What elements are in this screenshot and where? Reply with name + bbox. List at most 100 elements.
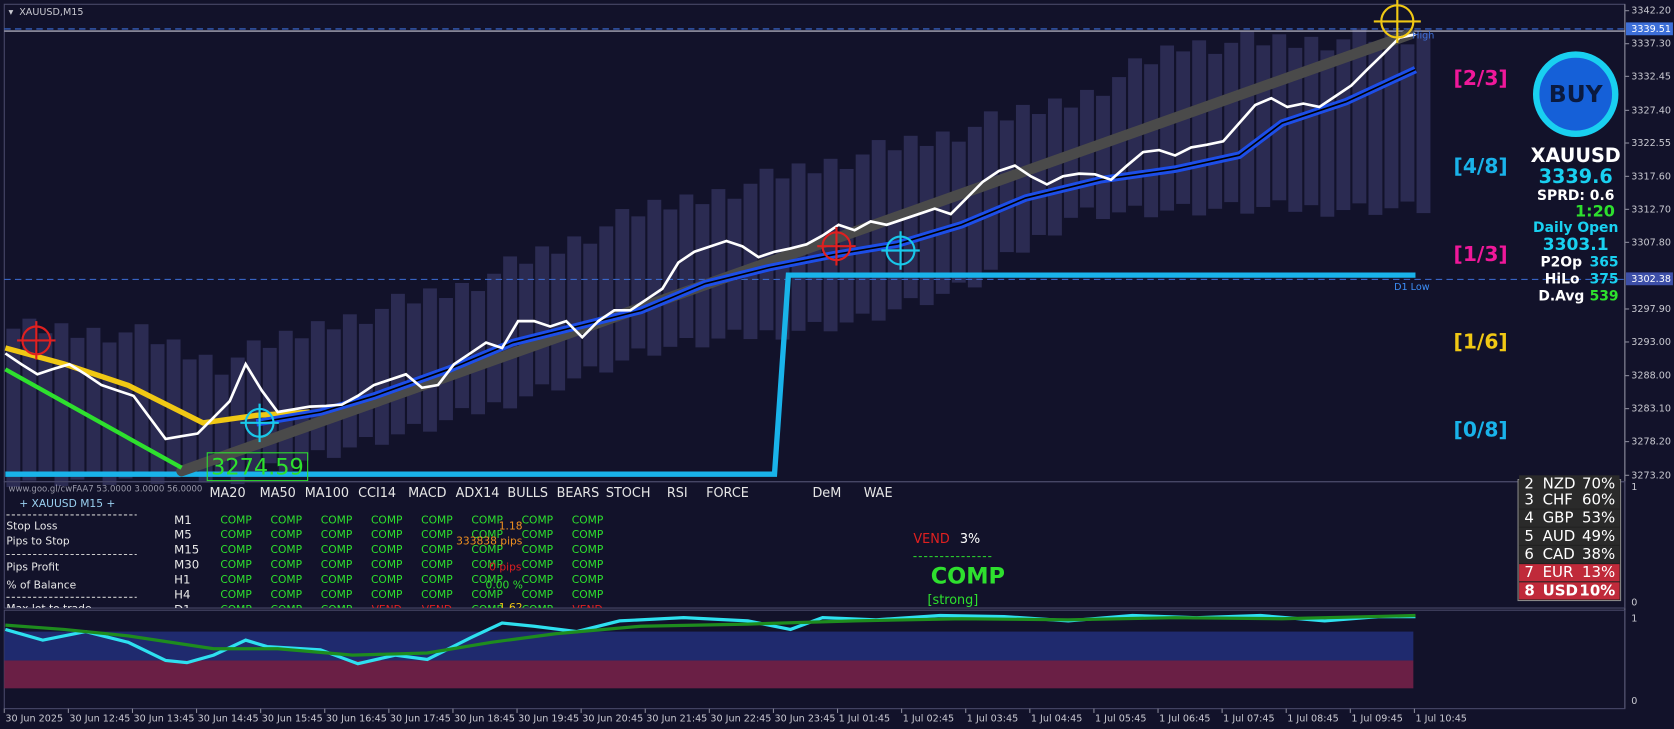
currency-pct: 49% bbox=[1582, 527, 1615, 545]
time-label: 1 Jul 07:45 bbox=[1223, 713, 1274, 724]
price-tag-label: 3302.38 bbox=[1631, 274, 1671, 285]
signal-cell: COMP bbox=[321, 543, 353, 556]
currency-code: NZD bbox=[1543, 474, 1576, 492]
signal-cell: COMP bbox=[271, 573, 303, 586]
timeframe-label: D1 bbox=[174, 603, 191, 617]
cloud-column bbox=[86, 327, 101, 474]
pips-to-stop: Pips to Stop bbox=[6, 535, 70, 548]
signal-cell: COMP bbox=[220, 588, 252, 601]
cloud-column bbox=[567, 236, 582, 379]
cloud-column bbox=[615, 209, 630, 361]
summary-signal: VEND bbox=[913, 532, 949, 547]
osc-slow bbox=[5, 613, 1416, 657]
indicator-header: RSI bbox=[667, 486, 688, 501]
cloud-column bbox=[1096, 95, 1110, 220]
fraction-label: [2/3] bbox=[1454, 66, 1508, 90]
signal-cell: COMP bbox=[522, 513, 554, 526]
currency-rank: 3 bbox=[1524, 490, 1534, 508]
info-p2op: 365 bbox=[1590, 254, 1619, 270]
signal-cell: COMP bbox=[572, 513, 604, 526]
max-lot: Max lot to trade bbox=[6, 602, 91, 615]
time-label: 30 Jun 21:45 bbox=[646, 713, 707, 724]
indicator-header: DeM bbox=[812, 486, 841, 501]
currency-code: USD bbox=[1543, 581, 1578, 599]
price-tick-label: 3278.20 bbox=[1631, 437, 1671, 448]
cloud-column bbox=[631, 216, 646, 349]
info-symbol: XAUUSD bbox=[1531, 144, 1621, 167]
info-davg-label: D.Avg bbox=[1538, 289, 1584, 305]
marker bbox=[881, 231, 920, 270]
cloud-column bbox=[1304, 36, 1319, 206]
cloud-column bbox=[1384, 30, 1399, 209]
cloud-column bbox=[22, 318, 37, 481]
signal-cell: COMP bbox=[421, 528, 453, 541]
sub-axis-label: 1 bbox=[1631, 482, 1637, 493]
signal-cell: COMP bbox=[220, 603, 252, 616]
price-tick-label: 3312.70 bbox=[1631, 204, 1671, 215]
signal-cell: COMP bbox=[471, 573, 503, 586]
marker bbox=[1373, 0, 1421, 43]
currency-row bbox=[1519, 564, 1620, 582]
info-spread: SPRD: 0.6 bbox=[1537, 188, 1614, 204]
cloud-column bbox=[1015, 104, 1030, 253]
cloud-column bbox=[1416, 33, 1431, 214]
overlay-label: 333838 pips bbox=[456, 535, 523, 548]
fraction-label: [4/8] bbox=[1454, 154, 1508, 178]
signal-cell: COMP bbox=[522, 558, 554, 571]
cloud-column bbox=[294, 338, 309, 461]
cloud-column bbox=[695, 204, 710, 348]
collapse-icon[interactable]: ▾ bbox=[9, 7, 14, 18]
buy-label[interactable]: BUY bbox=[1549, 80, 1604, 108]
price-tick-label: 3317.60 bbox=[1631, 171, 1671, 182]
price-tag bbox=[1625, 22, 1673, 36]
cloud-column bbox=[278, 330, 293, 472]
markers bbox=[17, 0, 1421, 443]
cloud-column bbox=[198, 354, 213, 483]
signal-cell: COMP bbox=[471, 513, 503, 526]
cloud-column bbox=[599, 226, 614, 373]
fraction-label: [1/6] bbox=[1454, 330, 1508, 354]
indicator-header: CCI14 bbox=[358, 486, 396, 501]
cloud-column bbox=[1400, 44, 1415, 202]
time-label: 30 Jun 22:45 bbox=[710, 713, 771, 724]
signal-cell: COMP bbox=[271, 588, 303, 601]
bottom-axis-label: 1 bbox=[1631, 614, 1637, 625]
cloud-column bbox=[919, 145, 934, 306]
signal-cell: COMP bbox=[371, 558, 403, 571]
cloud-column bbox=[727, 198, 742, 330]
cloud-column bbox=[1031, 114, 1046, 235]
cloud-column bbox=[1144, 64, 1159, 218]
time-label: 30 Jun 16:45 bbox=[326, 713, 387, 724]
price-tick-label: 3293.00 bbox=[1631, 337, 1671, 348]
url: www.goo.gl/cwFAA7 53.0000 3.0000 56.0000 bbox=[9, 485, 203, 495]
stop-loss: Stop Loss bbox=[6, 520, 58, 533]
cloud-column bbox=[134, 324, 149, 473]
signal-cell: COMP bbox=[220, 528, 252, 541]
signal-cell: COMP bbox=[220, 558, 252, 571]
price-tick-label: 3288.00 bbox=[1631, 371, 1671, 382]
cloud-column bbox=[439, 298, 453, 421]
time-label: 1 Jul 01:45 bbox=[839, 713, 890, 724]
signal-cell: COMP bbox=[471, 543, 503, 556]
fraction-label: [1/3] bbox=[1454, 242, 1508, 266]
axes: 3342.20 3337.30 3332.45 3327.40 3322.55 3317.… bbox=[3, 6, 1673, 724]
currency-rank: 4 bbox=[1524, 509, 1534, 527]
cloud-column bbox=[1256, 45, 1271, 207]
cloud-column bbox=[1208, 53, 1223, 209]
currency-pct: 53% bbox=[1582, 509, 1615, 527]
signal-cell: COMP bbox=[421, 588, 453, 601]
signal-cell: COMP bbox=[371, 513, 403, 526]
signal-cell: COMP bbox=[371, 543, 403, 556]
currency-rank: 7 bbox=[1524, 563, 1534, 581]
time-label: 30 Jun 2025 bbox=[5, 713, 63, 724]
cloud-column bbox=[455, 282, 469, 409]
cloud-column bbox=[342, 314, 357, 448]
currency-code: AUD bbox=[1543, 527, 1576, 545]
time-label: 30 Jun 19:45 bbox=[518, 713, 579, 724]
buy-button[interactable] bbox=[1532, 51, 1619, 138]
cloud-column bbox=[6, 328, 21, 488]
cloud-column bbox=[1272, 34, 1287, 201]
cloud-column bbox=[983, 111, 998, 270]
indicator-header: MA20 bbox=[209, 486, 245, 501]
